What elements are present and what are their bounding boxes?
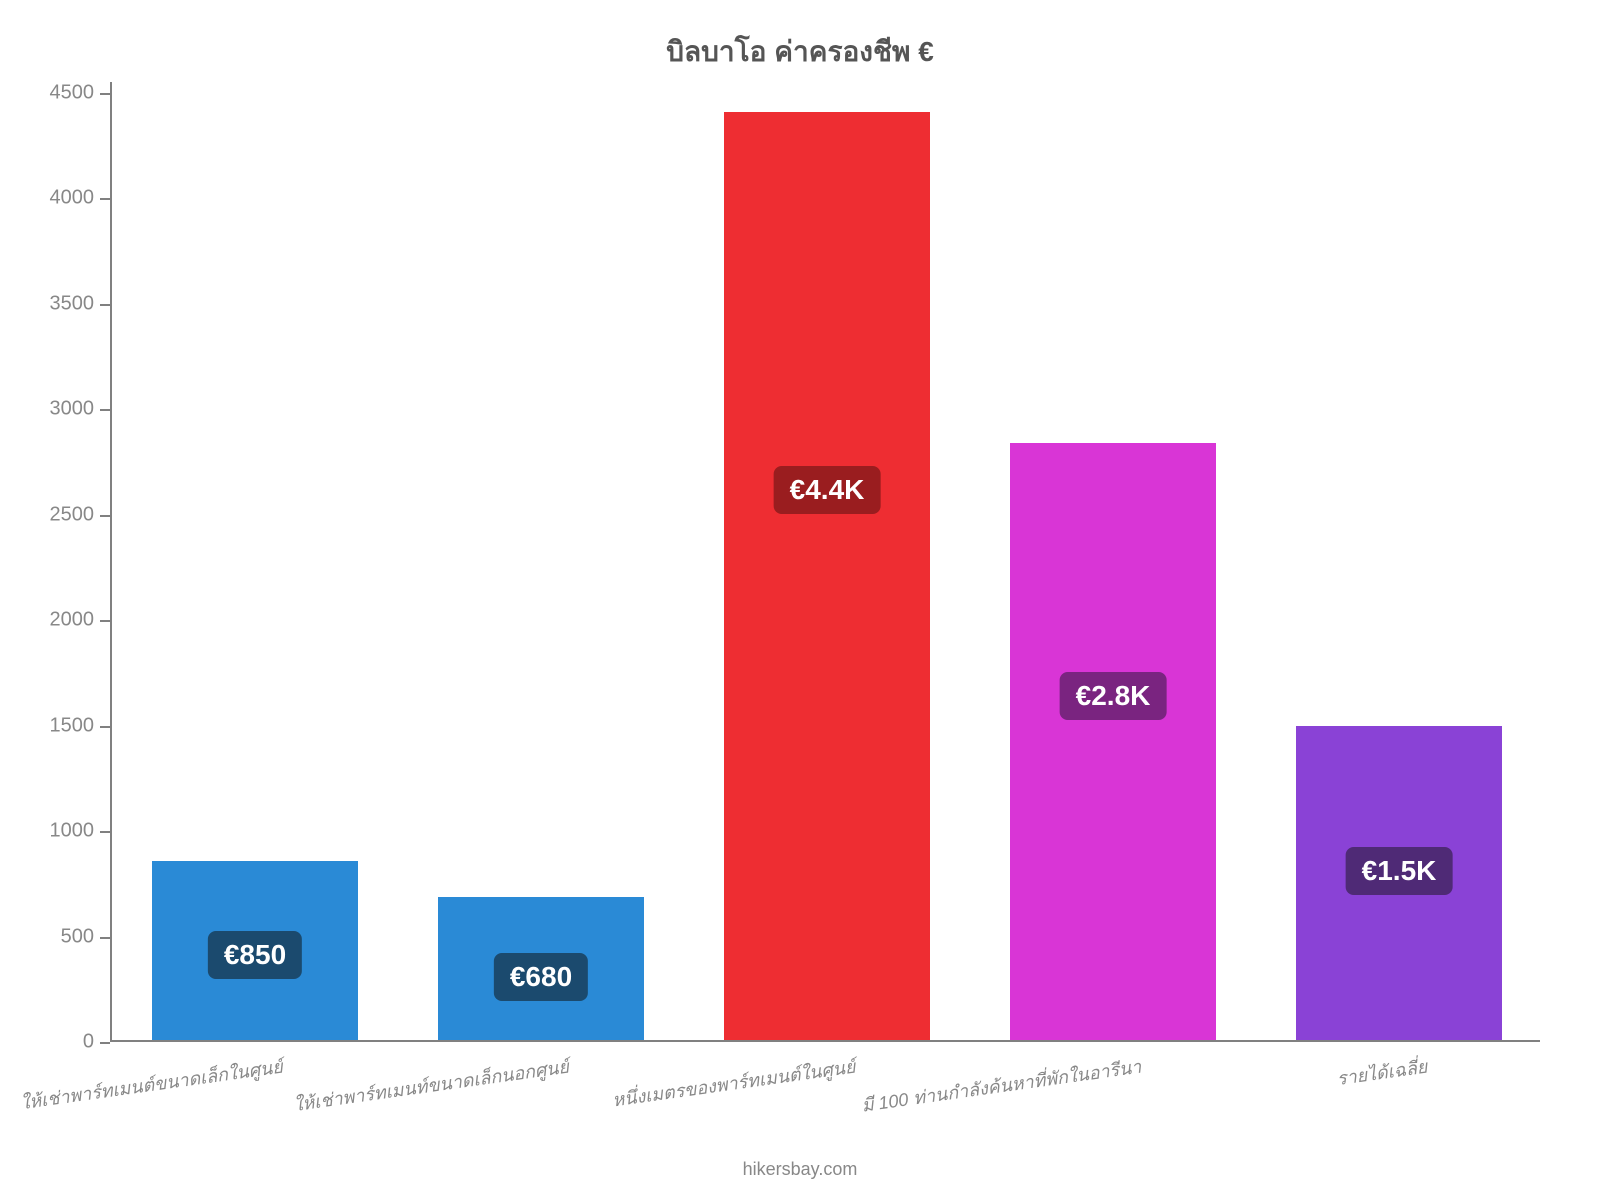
value-badge: €680 [494, 953, 588, 1001]
value-badge: €850 [208, 931, 302, 979]
y-tick [100, 93, 110, 95]
plot-area: 050010001500200025003000350040004500€850… [110, 82, 1540, 1042]
y-tick-label: 4000 [50, 187, 95, 210]
bar [1010, 443, 1216, 1040]
bar [724, 112, 930, 1040]
y-tick [100, 1042, 110, 1044]
chart-container: บิลบาโอ ค่าครองชีพ € 0500100015002000250… [0, 0, 1600, 1200]
chart-footer: hikersbay.com [743, 1159, 858, 1180]
x-axis-label: ให้เช่าพาร์ทเมนท์ขนาดเล็กนอกศูนย์ [292, 1052, 571, 1119]
chart-title: บิลบาโอ ค่าครองชีพ € [40, 30, 1560, 74]
y-tick [100, 304, 110, 306]
value-badge: €2.8K [1060, 672, 1167, 720]
x-axis-label: มี 100 ท่านกำลังค้นหาที่พักในอารีนา [860, 1052, 1143, 1120]
y-tick-label: 500 [61, 925, 94, 948]
y-tick [100, 198, 110, 200]
y-tick [100, 831, 110, 833]
y-tick-label: 1500 [50, 714, 95, 737]
y-tick [100, 620, 110, 622]
y-tick-label: 2500 [50, 503, 95, 526]
y-tick [100, 409, 110, 411]
x-axis-label: หนึ่งเมตรของพาร์ทเมนต์ในศูนย์ [610, 1052, 857, 1115]
y-tick [100, 515, 110, 517]
x-axis-label: รายได้เฉลี่ย [1335, 1052, 1429, 1093]
x-axis-label: ให้เช่าพาร์ทเมนต์ขนาดเล็กในศูนย์ [19, 1052, 285, 1118]
y-tick-label: 1000 [50, 820, 95, 843]
y-tick-label: 0 [83, 1031, 94, 1054]
y-tick-label: 2000 [50, 609, 95, 632]
y-tick-label: 3500 [50, 292, 95, 315]
y-tick [100, 937, 110, 939]
y-tick-label: 3000 [50, 398, 95, 421]
y-tick [100, 726, 110, 728]
value-badge: €4.4K [774, 466, 881, 514]
value-badge: €1.5K [1346, 847, 1453, 895]
y-tick-label: 4500 [50, 81, 95, 104]
